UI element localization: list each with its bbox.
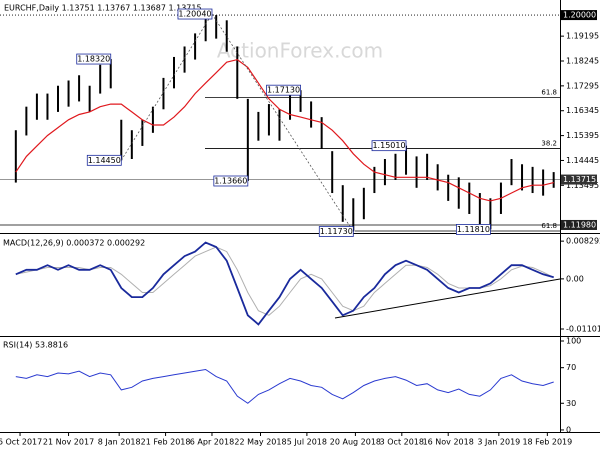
annotation-label: 1.11810 <box>457 225 490 234</box>
y-tick-label: 1.13495 <box>566 181 599 190</box>
y-tick-label: 1.18245 <box>566 57 599 66</box>
x-tick-label: 21 Feb 2018 <box>141 438 191 447</box>
annotation-box <box>371 140 407 152</box>
level-badge <box>561 219 597 230</box>
x-tick-label: 16 Nov 2018 <box>423 438 474 447</box>
fib-label: 61.8 <box>541 222 557 230</box>
level-label: 1.13715 <box>563 175 596 184</box>
fib-label: 38.2 <box>541 140 557 148</box>
moving-average <box>15 58 554 202</box>
x-tick-label: 6 Oct 2017 <box>0 438 42 447</box>
swing-connector <box>211 13 354 232</box>
fib-label: 61.8 <box>541 89 557 97</box>
macd-trendline <box>334 278 561 319</box>
y-tick-label: 100 <box>566 337 581 346</box>
x-tick-label: 18 Feb 2019 <box>522 438 572 447</box>
x-tick-label: 20 Aug 2018 <box>330 438 381 447</box>
x-tick-label: 22 May 2018 <box>234 438 286 447</box>
annotation-box <box>213 175 249 187</box>
macd-title: MACD(12,26,9) 0.000372 0.000292 <box>3 239 145 248</box>
y-tick-label: 0.008292 <box>566 237 600 246</box>
annotation-box <box>177 8 213 20</box>
y-tick-label: 1.19195 <box>566 32 599 41</box>
y-tick-label: -0.011015 <box>566 325 600 334</box>
x-tick-label: 3 Jan 2019 <box>477 438 520 447</box>
rsi-title: RSI(14) 53.8816 <box>3 341 68 350</box>
y-tick-label: 1.15395 <box>566 131 599 140</box>
annotation-box <box>318 226 354 237</box>
annotation-label: 1.13660 <box>214 176 247 185</box>
level-badge <box>561 10 597 21</box>
watermark: ActionForex.com <box>217 39 383 63</box>
y-tick-label: 1.14445 <box>566 156 599 165</box>
chart-title: EURCHF,Daily 1.13751 1.13767 1.13687 1.1… <box>4 4 202 13</box>
x-tick-label: 3 Oct 2018 <box>380 438 424 447</box>
x-tick-label: 5 Jul 2018 <box>287 438 327 447</box>
level-badge <box>561 174 597 185</box>
annotation-label: 1.17130 <box>267 86 300 95</box>
y-tick-label: 0.00 <box>566 274 584 283</box>
y-tick-label: 1.16345 <box>566 106 599 115</box>
annotation-label: 1.15010 <box>372 141 405 150</box>
annotation-box <box>76 53 112 65</box>
annotation-box <box>455 224 491 235</box>
x-tick-label: 6 Apr 2018 <box>190 438 234 447</box>
annotation-label: 1.11730 <box>320 227 353 236</box>
annotation-label: 1.18320 <box>77 55 110 64</box>
y-tick-label: 0 <box>566 425 571 434</box>
y-tick-label: 70 <box>566 363 576 372</box>
swing-connector <box>120 13 213 161</box>
x-tick-label: 8 Jan 2018 <box>98 438 141 447</box>
rsi-line <box>15 368 554 404</box>
macd-line <box>15 241 554 326</box>
x-tick-label: 21 Nov 2017 <box>43 438 94 447</box>
y-tick-label: 1.17295 <box>566 81 599 90</box>
annotation-label: 1.20040 <box>178 10 211 19</box>
annotation-box <box>86 154 122 166</box>
y-tick-label: 30 <box>566 399 576 408</box>
annotation-label: 1.14450 <box>88 156 121 165</box>
level-label: 1.11980 <box>563 220 596 229</box>
annotation-box <box>266 84 301 96</box>
level-label: 1.20000 <box>563 11 596 20</box>
